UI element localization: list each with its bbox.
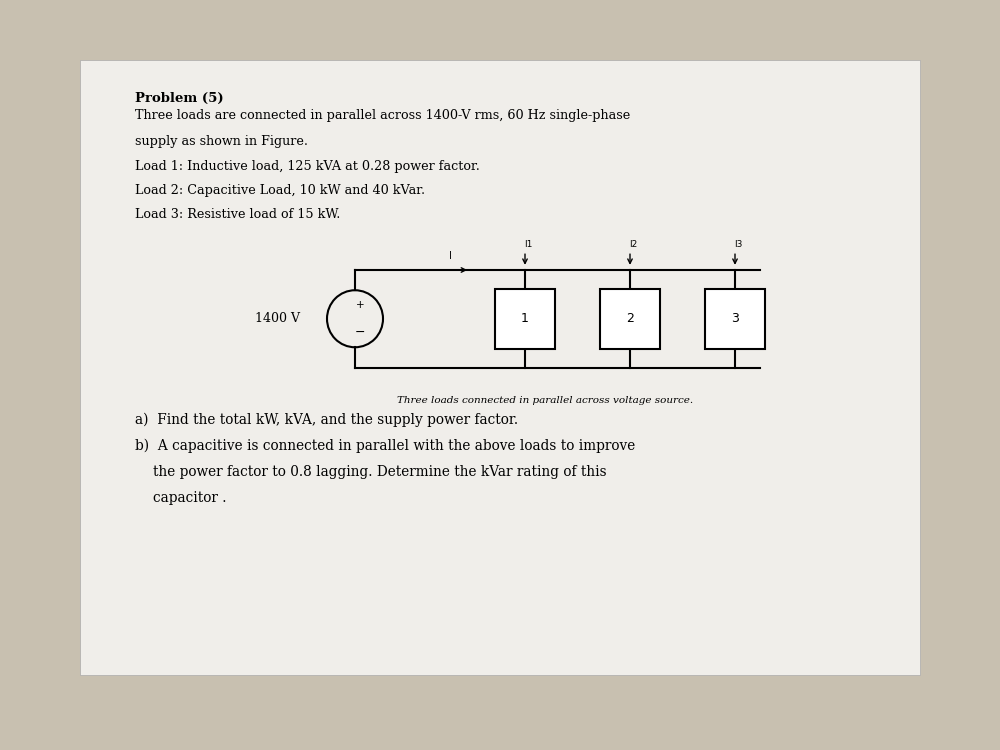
Text: supply as shown in Figure.: supply as shown in Figure. [135,135,308,148]
FancyBboxPatch shape [80,60,920,675]
Text: I: I [449,251,451,261]
Text: I1: I1 [524,240,532,249]
Bar [600,289,660,349]
Text: Three loads are connected in parallel across 1400-V rms, 60 Hz single-phase: Three loads are connected in parallel ac… [135,109,630,122]
Text: Load 2: Capacitive Load, 10 kW and 40 kVar.: Load 2: Capacitive Load, 10 kW and 40 kV… [135,184,425,196]
Text: capacitor .: capacitor . [153,491,226,506]
Text: a)  Find the total kW, kVA, and the supply power factor.: a) Find the total kW, kVA, and the suppl… [135,413,518,427]
Bar [705,289,765,349]
Text: 2: 2 [626,312,634,326]
Text: 1: 1 [521,312,529,326]
Text: Three loads connected in parallel across voltage source.: Three loads connected in parallel across… [397,396,693,405]
Text: Load 1: Inductive load, 125 kVA at 0.28 power factor.: Load 1: Inductive load, 125 kVA at 0.28 … [135,160,480,172]
Text: b)  A capacitive is connected in parallel with the above loads to improve: b) A capacitive is connected in parallel… [135,439,635,453]
Bar [495,289,555,349]
Text: +: + [356,300,364,310]
Text: 1400 V: 1400 V [255,312,300,326]
Text: the power factor to 0.8 lagging. Determine the kVar rating of this: the power factor to 0.8 lagging. Determi… [153,465,607,479]
Text: I2: I2 [629,240,637,249]
Text: Load 3: Resistive load of 15 kW.: Load 3: Resistive load of 15 kW. [135,209,340,221]
Text: −: − [355,326,365,339]
Text: I3: I3 [734,240,742,249]
Text: 3: 3 [731,312,739,326]
Text: Problem (5): Problem (5) [135,92,224,104]
